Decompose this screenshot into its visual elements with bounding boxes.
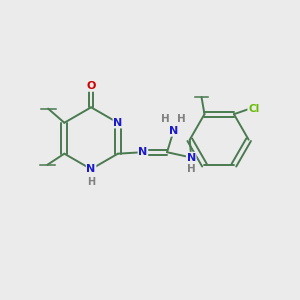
Text: H: H: [188, 164, 196, 174]
Text: H: H: [87, 176, 95, 187]
Text: O: O: [86, 81, 96, 91]
Text: H: H: [161, 114, 170, 124]
Text: N: N: [169, 126, 178, 136]
Text: N: N: [86, 164, 96, 174]
Text: N: N: [138, 147, 148, 157]
Text: Cl: Cl: [248, 104, 259, 114]
Text: N: N: [187, 152, 196, 163]
Text: N: N: [113, 118, 122, 128]
Text: H: H: [177, 114, 186, 124]
